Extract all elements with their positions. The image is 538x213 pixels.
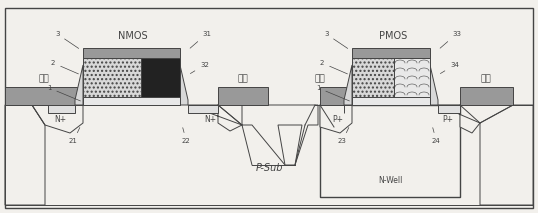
Polygon shape [438, 105, 480, 133]
Text: 3: 3 [324, 31, 348, 48]
Bar [320, 105, 460, 197]
Polygon shape [344, 65, 352, 105]
Text: N+: N+ [204, 115, 216, 124]
Text: 漏极: 漏极 [238, 74, 249, 83]
Text: PMOS: PMOS [379, 31, 407, 41]
Polygon shape [278, 125, 302, 165]
Bar [83, 99, 180, 105]
Text: 33: 33 [440, 31, 461, 48]
Bar [83, 48, 180, 58]
Polygon shape [430, 65, 438, 105]
Bar [394, 58, 430, 99]
Bar [141, 58, 180, 99]
Polygon shape [242, 105, 318, 165]
Text: 漏极: 漏极 [480, 74, 491, 83]
Text: 24: 24 [432, 128, 441, 144]
Polygon shape [480, 105, 533, 205]
Text: 21: 21 [69, 128, 80, 144]
Bar [5, 87, 83, 105]
Text: 2: 2 [320, 60, 348, 74]
Bar [83, 97, 180, 105]
Bar [438, 105, 460, 113]
Bar [320, 87, 352, 105]
Polygon shape [32, 105, 83, 133]
Bar [352, 99, 430, 105]
Polygon shape [5, 105, 45, 205]
Text: 源极: 源极 [39, 74, 49, 83]
Bar [352, 48, 430, 58]
Polygon shape [188, 105, 242, 131]
Bar [218, 87, 268, 105]
Bar [83, 58, 141, 99]
Text: P-Sub: P-Sub [255, 163, 283, 173]
Polygon shape [180, 65, 188, 105]
Text: NMOS: NMOS [118, 31, 148, 41]
Polygon shape [320, 105, 352, 133]
Text: 2: 2 [51, 60, 79, 74]
Text: P+: P+ [332, 115, 343, 124]
Text: P+: P+ [442, 115, 454, 124]
Bar [352, 58, 394, 99]
Text: 34: 34 [441, 62, 459, 73]
Text: N-Well: N-Well [378, 176, 402, 185]
Text: 1: 1 [316, 85, 350, 101]
Text: 1: 1 [47, 85, 81, 101]
Text: 31: 31 [190, 31, 211, 48]
Bar [188, 105, 218, 113]
Polygon shape [75, 65, 83, 105]
Bar [352, 97, 430, 105]
Bar [48, 105, 75, 113]
Text: 源极: 源极 [314, 74, 325, 83]
Text: N+: N+ [54, 115, 66, 124]
Text: 23: 23 [338, 128, 349, 144]
Text: 32: 32 [190, 62, 209, 73]
Text: 22: 22 [182, 128, 191, 144]
Bar [460, 87, 513, 105]
Text: 3: 3 [55, 31, 79, 48]
